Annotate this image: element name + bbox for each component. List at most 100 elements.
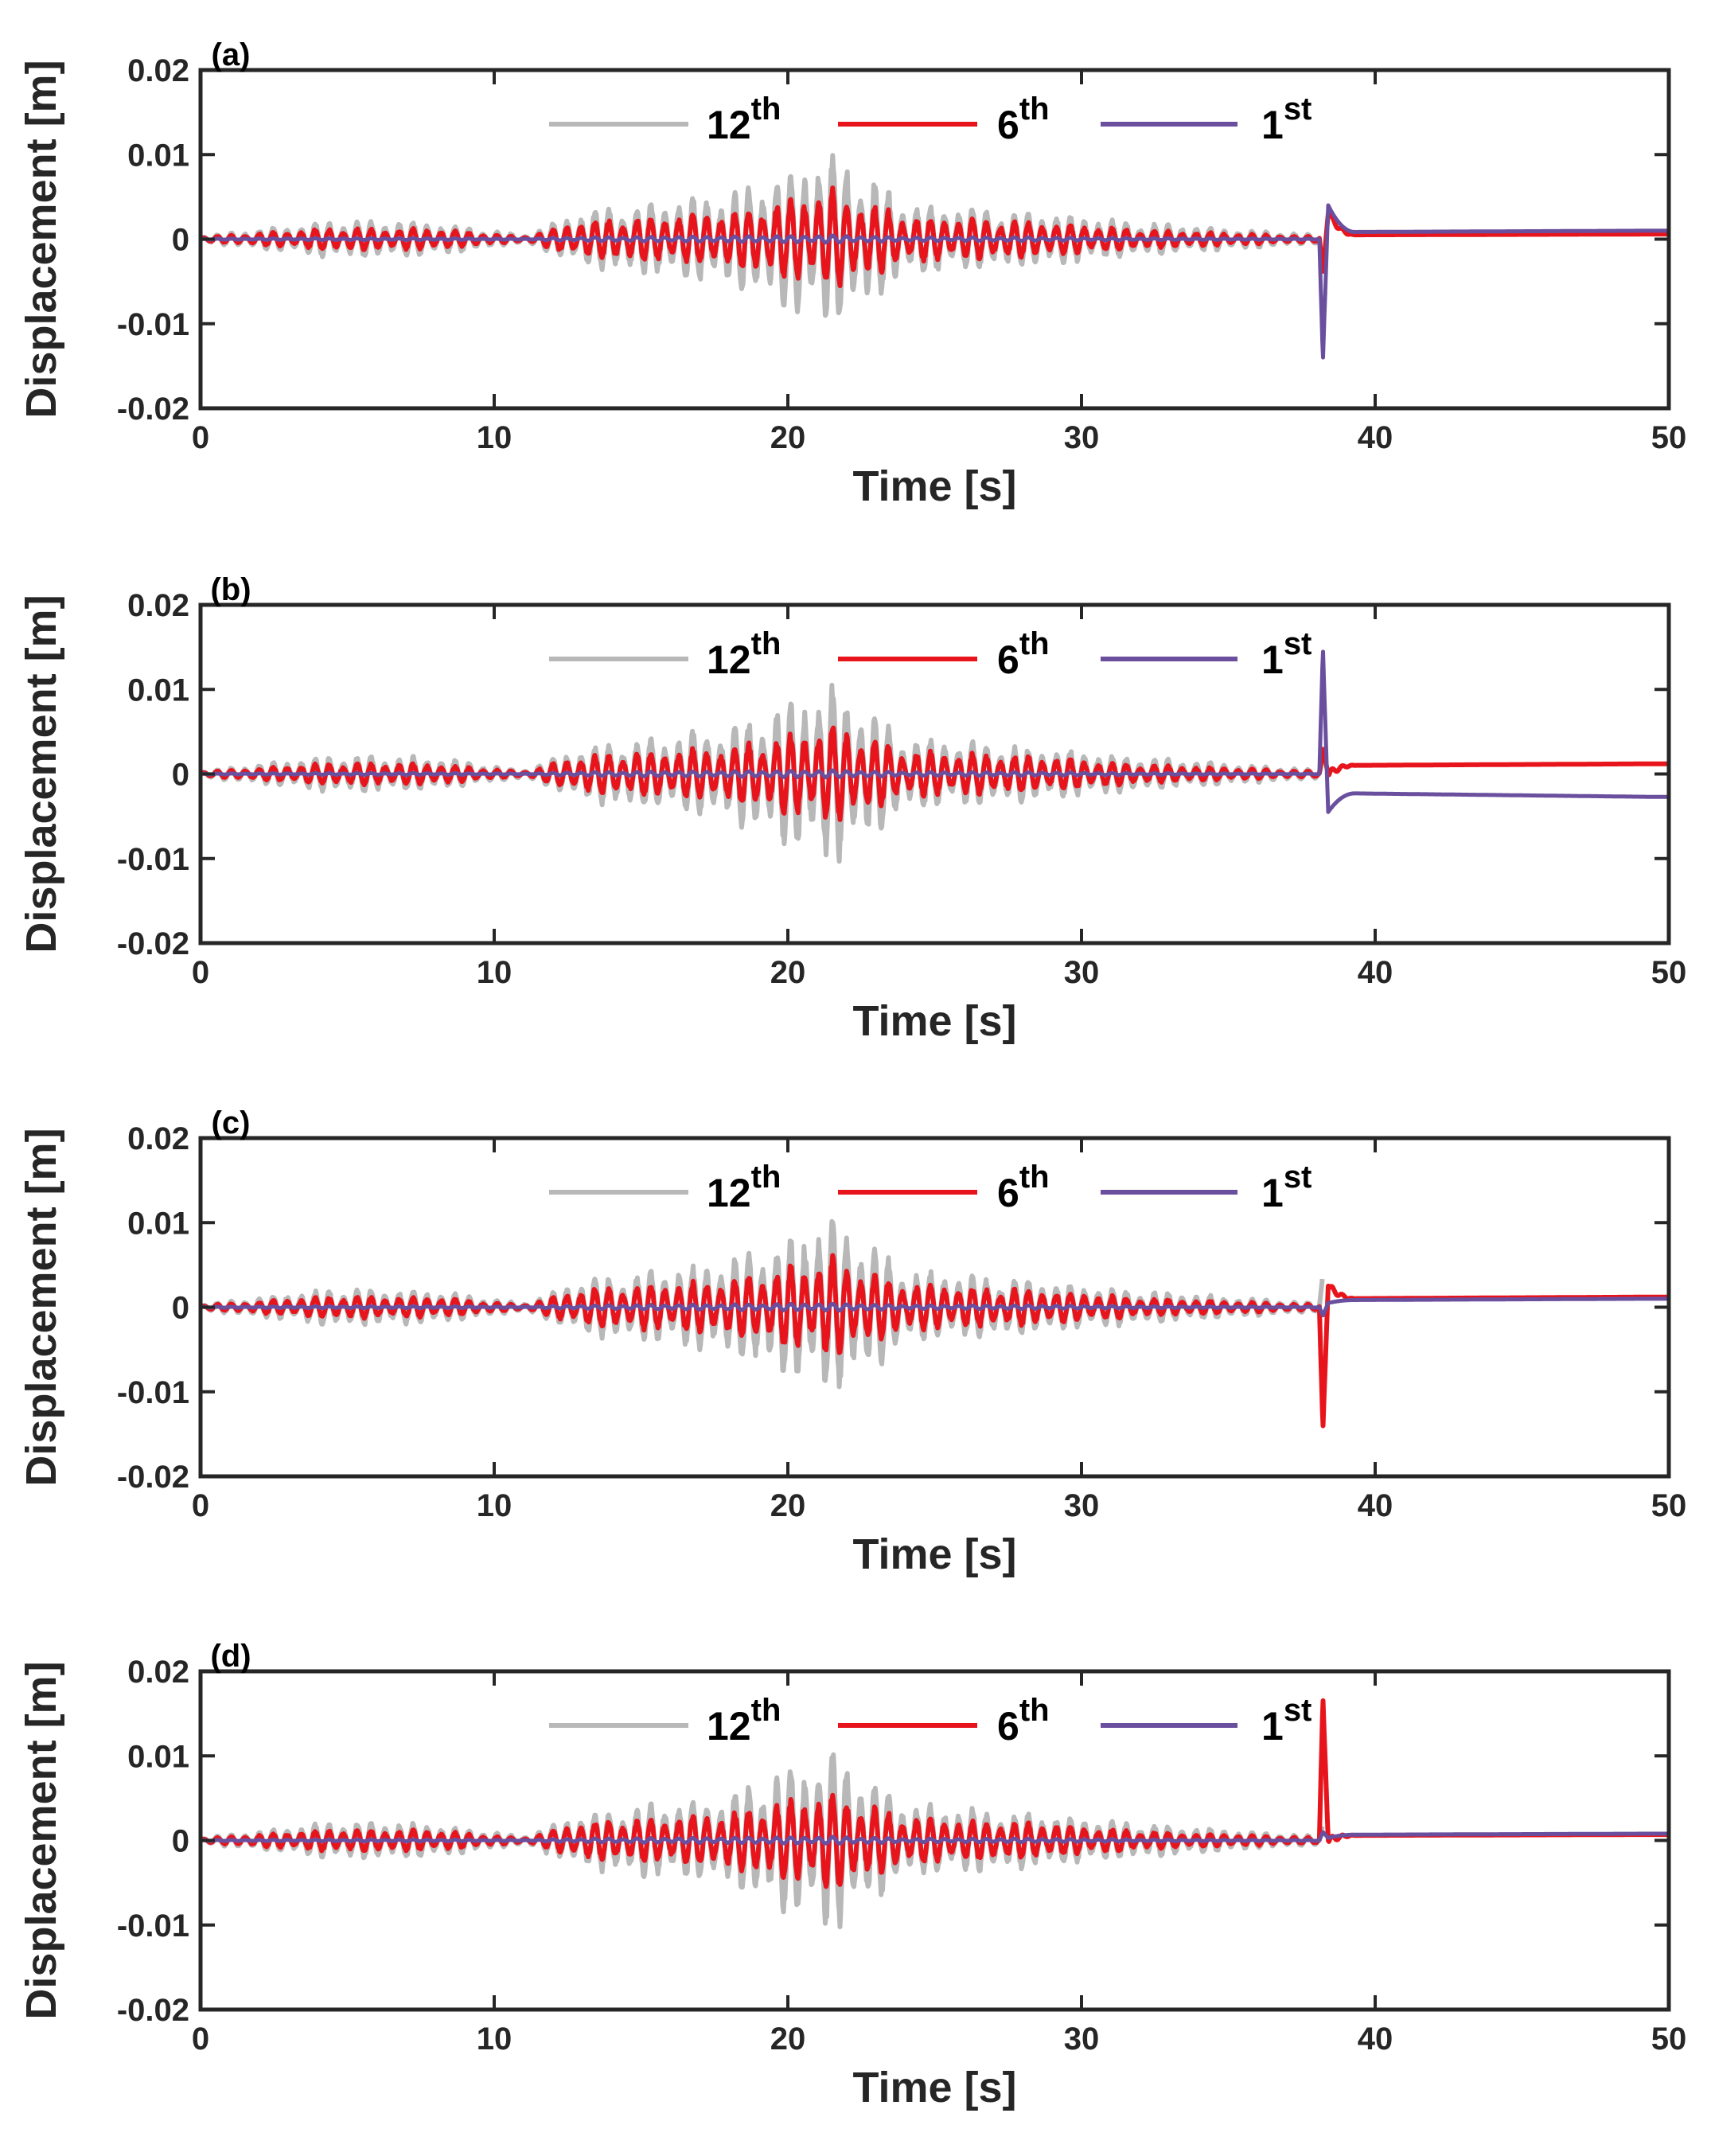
legend-label-sup: th (1019, 626, 1050, 661)
legend-entry-1st: 1st (1101, 626, 1312, 682)
series-line-6th (201, 1698, 1669, 1889)
legend-label-12th: 12th (707, 92, 781, 147)
x-tick-label: 10 (477, 955, 513, 990)
legend: 12th 6th 1st (549, 626, 1312, 682)
legend-entry-6th: 6th (838, 92, 1050, 147)
legend-entry-1st: 1st (1101, 1693, 1312, 1749)
y-tick-label: 0.01 (127, 1739, 189, 1774)
y-tick-label: -0.02 (117, 926, 189, 961)
legend: 12th 6th 1st (549, 1693, 1312, 1749)
plot-area (201, 649, 1669, 864)
y-tick-label: 0 (172, 758, 189, 793)
y-tick-label: 0.01 (127, 138, 189, 173)
legend-label-base: 1 (1261, 637, 1284, 682)
legend-label-sup: th (1019, 1693, 1050, 1728)
x-tick-label: 30 (1064, 1488, 1100, 1523)
y-tick-label: -0.02 (117, 1460, 189, 1495)
legend-label-sup: th (751, 626, 781, 661)
x-tick-label: 50 (1651, 1488, 1687, 1523)
y-axis-label: Displacement [m] (18, 1661, 65, 2019)
series-line-1st (201, 203, 1669, 360)
x-tick-label: 40 (1358, 1488, 1393, 1523)
y-tick-label: -0.02 (117, 1993, 189, 2028)
legend-label-6th: 6th (997, 626, 1050, 682)
legend-label-base: 6 (997, 637, 1019, 682)
x-tick-label: 10 (477, 420, 513, 455)
y-tick-label: 0.02 (127, 1655, 189, 1690)
y-tick-label: 0 (172, 1824, 189, 1859)
x-tick-label: 50 (1651, 2021, 1687, 2057)
legend-entry-6th: 6th (838, 1693, 1050, 1749)
x-tick-label: 20 (770, 955, 806, 990)
x-tick-label: 30 (1064, 2021, 1100, 2057)
y-tick-label: -0.01 (117, 1908, 189, 1944)
y-tick-label: 0 (172, 223, 189, 258)
series-line-6th (201, 1253, 1669, 1429)
legend-label-12th: 12th (707, 626, 781, 682)
legend-entry-12th: 12th (549, 1693, 781, 1749)
x-tick-label: 10 (477, 1488, 513, 1523)
series-line-6th (201, 185, 1669, 288)
legend-label-base: 6 (997, 1171, 1019, 1215)
legend-label-base: 12 (707, 103, 751, 147)
legend-label-sup: th (1019, 1160, 1050, 1195)
x-tick-label: 30 (1064, 955, 1100, 990)
legend-label-1st: 1st (1261, 1160, 1312, 1215)
series-line-1st (201, 1296, 1669, 1318)
y-tick-label: -0.01 (117, 1375, 189, 1410)
legend-entry-12th: 12th (549, 1160, 781, 1215)
x-tick-label: 10 (477, 2021, 513, 2057)
legend-entry-1st: 1st (1101, 92, 1312, 147)
legend: 12th 6th 1st (549, 1160, 1312, 1215)
panel-label: (d) (210, 1639, 251, 1674)
legend-label-base: 1 (1261, 103, 1284, 147)
panel-label: (b) (210, 572, 251, 607)
legend-entry-12th: 12th (549, 92, 781, 147)
plot-area (201, 1698, 1669, 1929)
legend-label-base: 1 (1261, 1171, 1284, 1215)
legend-entry-1st: 1st (1101, 1160, 1312, 1215)
legend-entry-12th: 12th (549, 626, 781, 682)
x-tick-label: 40 (1358, 955, 1393, 990)
y-tick-label: 0.01 (127, 673, 189, 708)
legend-label-6th: 6th (997, 1693, 1050, 1749)
plot-area (201, 153, 1669, 360)
legend-label-12th: 12th (707, 1693, 781, 1749)
panel-label: (a) (212, 37, 251, 72)
x-tick-label: 40 (1358, 420, 1393, 455)
x-tick-label: 0 (192, 1488, 209, 1523)
legend-label-sup: th (751, 1160, 781, 1195)
plot-area (201, 1218, 1669, 1429)
x-tick-label: 50 (1651, 420, 1687, 455)
x-tick-label: 0 (192, 955, 209, 990)
x-tick-label: 40 (1358, 2021, 1393, 2057)
legend-label-sup: st (1284, 1693, 1312, 1728)
legend-label-1st: 1st (1261, 1693, 1312, 1749)
legend-entry-6th: 6th (838, 1160, 1050, 1215)
y-tick-label: 0.02 (127, 1121, 189, 1156)
legend-label-base: 12 (707, 1171, 751, 1215)
legend-label-base: 6 (997, 1704, 1019, 1749)
legend-label-base: 12 (707, 1704, 751, 1749)
legend-label-sup: st (1284, 626, 1312, 661)
legend-label-sup: th (751, 1693, 781, 1728)
x-tick-label: 20 (770, 2021, 806, 2057)
legend-label-sup: st (1284, 1160, 1312, 1195)
legend-label-12th: 12th (707, 1160, 781, 1215)
x-axis-label: Time [s] (852, 997, 1016, 1045)
x-axis-label: Time [s] (852, 2064, 1016, 2111)
x-axis-label: Time [s] (852, 462, 1016, 510)
legend-label-6th: 6th (997, 92, 1050, 147)
x-tick-label: 30 (1064, 420, 1100, 455)
x-tick-label: 20 (770, 420, 806, 455)
x-tick-label: 20 (770, 1488, 806, 1523)
legend: 12th 6th 1st (549, 92, 1312, 147)
legend-label-1st: 1st (1261, 626, 1312, 682)
y-tick-label: -0.02 (117, 392, 189, 427)
x-axis-label: Time [s] (852, 1530, 1016, 1578)
y-axis-label: Displacement [m] (18, 60, 65, 418)
